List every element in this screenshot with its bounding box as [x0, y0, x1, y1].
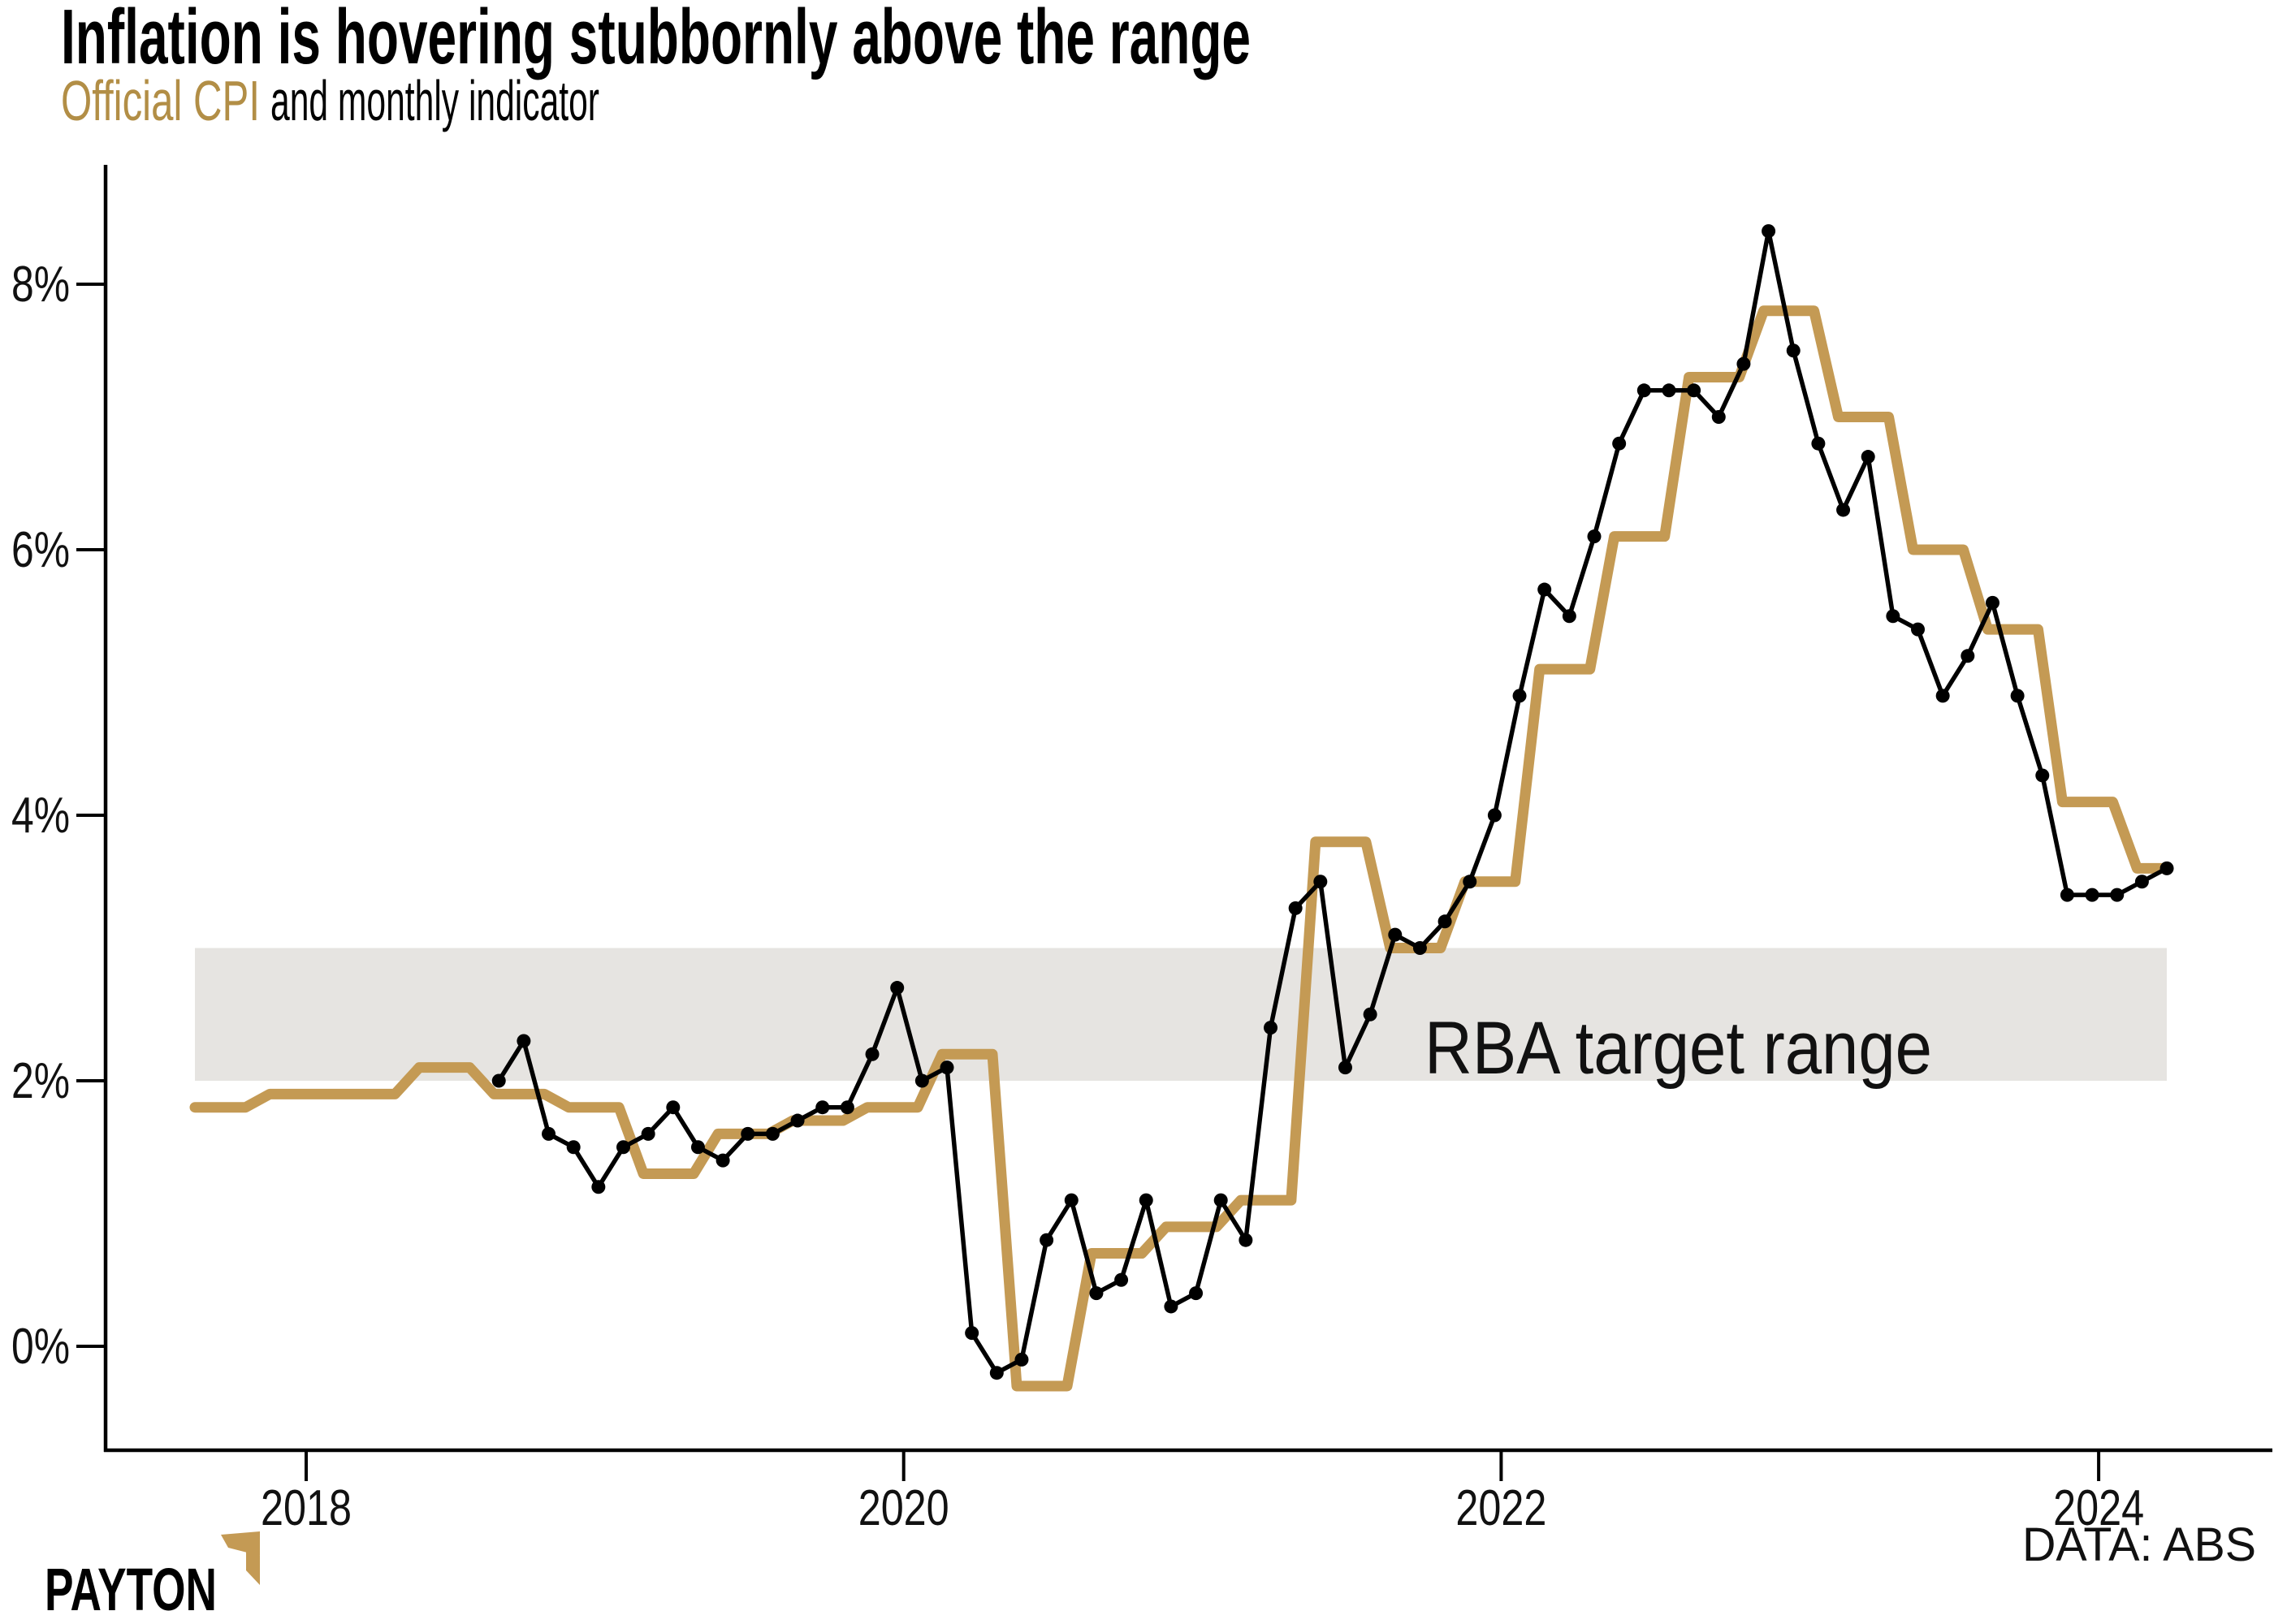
monthly-indicator-point	[1313, 875, 1328, 889]
monthly-indicator-point	[1412, 941, 1427, 955]
monthly-indicator-point	[1961, 649, 1975, 663]
monthly-indicator-point	[790, 1113, 805, 1128]
monthly-indicator-point	[1612, 436, 1627, 451]
monthly-indicator-point	[1064, 1193, 1079, 1207]
monthly-indicator-point	[2085, 888, 2099, 902]
monthly-indicator-point	[1114, 1272, 1129, 1287]
monthly-indicator-point	[890, 981, 905, 996]
monthly-indicator-point	[2035, 768, 2050, 783]
monthly-indicator-point	[1487, 808, 1502, 823]
monthly-indicator-point	[1911, 622, 1926, 637]
monthly-indicator-point	[815, 1100, 830, 1115]
monthly-indicator-point	[641, 1126, 655, 1141]
monthly-indicator-line	[496, 228, 2169, 1376]
monthly-indicator-point	[1040, 1233, 1054, 1247]
monthly-indicator-point	[1437, 914, 1452, 929]
monthly-indicator-point	[2060, 888, 2074, 902]
y-axis-tick-label: 6%	[11, 522, 70, 578]
monthly-indicator-point	[865, 1047, 880, 1061]
y-axis-tick-label: 0%	[11, 1319, 70, 1375]
monthly-indicator-point	[1711, 410, 1726, 424]
monthly-indicator-point	[1562, 609, 1576, 624]
plot-area: 0% 2% 4% 6% 8% 2018 2020 2022 2024	[11, 165, 2272, 1536]
monthly-indicator-point	[965, 1326, 979, 1341]
x-axis-tick-label: 2022	[1455, 1480, 1546, 1536]
monthly-indicator-point	[914, 1073, 929, 1088]
subtitle-rest: and monthly indicator	[270, 69, 599, 132]
monthly-indicator-point	[1338, 1060, 1352, 1075]
logo-wordmark: PAYTON	[45, 1556, 217, 1623]
monthly-indicator-point	[1288, 901, 1303, 915]
monthly-indicator-point	[1836, 503, 1851, 517]
monthly-indicator-point	[765, 1126, 780, 1141]
x-axis-tick-label: 2024	[2053, 1480, 2144, 1536]
monthly-indicator-point	[591, 1180, 606, 1194]
monthly-indicator-point	[715, 1153, 730, 1168]
monthly-indicator-point	[542, 1126, 556, 1141]
monthly-indicator-point	[1239, 1233, 1253, 1247]
rba-target-band	[195, 948, 2167, 1081]
monthly-indicator-point	[1687, 383, 1701, 398]
y-axis-tick-label: 4%	[11, 788, 70, 844]
payton-logo: PAYTON	[45, 1531, 260, 1623]
x-axis-tick-label: 2020	[858, 1480, 949, 1536]
y-axis-tick-label: 8%	[11, 257, 70, 313]
monthly-indicator-point	[1762, 224, 1776, 239]
monthly-indicator-point	[1164, 1299, 1178, 1314]
monthly-indicator-point	[616, 1140, 631, 1155]
x-axis-tick-label: 2018	[261, 1480, 352, 1536]
monthly-indicator-point	[1463, 875, 1477, 889]
monthly-indicator-point	[989, 1366, 1004, 1380]
monthly-indicator-point	[1886, 609, 1900, 624]
monthly-indicator-point	[1388, 927, 1403, 942]
monthly-indicator-point	[1139, 1193, 1153, 1207]
monthly-indicator-point	[1736, 356, 1751, 371]
monthly-indicator-point	[517, 1034, 531, 1048]
monthly-indicator-point	[1089, 1286, 1104, 1301]
subtitle-highlight: Official CPI	[61, 69, 260, 132]
y-axis-tick-label: 2%	[11, 1053, 70, 1109]
monthly-indicator-point	[1512, 689, 1527, 703]
monthly-indicator-point	[1811, 436, 1826, 451]
page-title: Inflation is hovering stubbornly above t…	[61, 0, 1251, 80]
logo-ribbon-icon	[246, 1548, 260, 1585]
monthly-indicator-point	[1935, 689, 1950, 703]
monthly-indicator-point	[1363, 1007, 1377, 1021]
monthly-indicator-point	[1014, 1352, 1029, 1367]
monthly-indicator-point	[2010, 689, 2025, 703]
monthly-indicator-point	[1786, 343, 1801, 358]
monthly-indicator-point	[1636, 383, 1651, 398]
monthly-indicator-point	[2159, 861, 2174, 875]
monthly-indicator-point	[2134, 875, 2149, 889]
monthly-indicator-point	[1985, 595, 1999, 610]
monthly-indicator-point	[1861, 450, 1875, 464]
monthly-indicator-point	[666, 1100, 681, 1115]
rba-target-range-label: RBA target range	[1424, 1007, 1932, 1090]
monthly-indicator-point	[1213, 1193, 1228, 1207]
monthly-indicator-point	[690, 1140, 705, 1155]
monthly-indicator-point	[1264, 1021, 1278, 1035]
monthly-indicator-point	[741, 1126, 755, 1141]
data-source-note: DATA: ABS	[2022, 1518, 2256, 1571]
monthly-indicator-point	[1189, 1286, 1204, 1301]
logo-flag-icon	[221, 1531, 260, 1556]
monthly-indicator-point	[1537, 582, 1552, 597]
monthly-indicator-point	[1587, 529, 1602, 544]
monthly-indicator-point	[940, 1060, 954, 1075]
monthly-indicator-point	[840, 1100, 854, 1115]
monthly-indicator-point	[491, 1073, 506, 1088]
monthly-indicator-point	[1662, 383, 1676, 398]
monthly-indicator-point	[2110, 888, 2125, 902]
monthly-indicator-point	[566, 1140, 581, 1155]
